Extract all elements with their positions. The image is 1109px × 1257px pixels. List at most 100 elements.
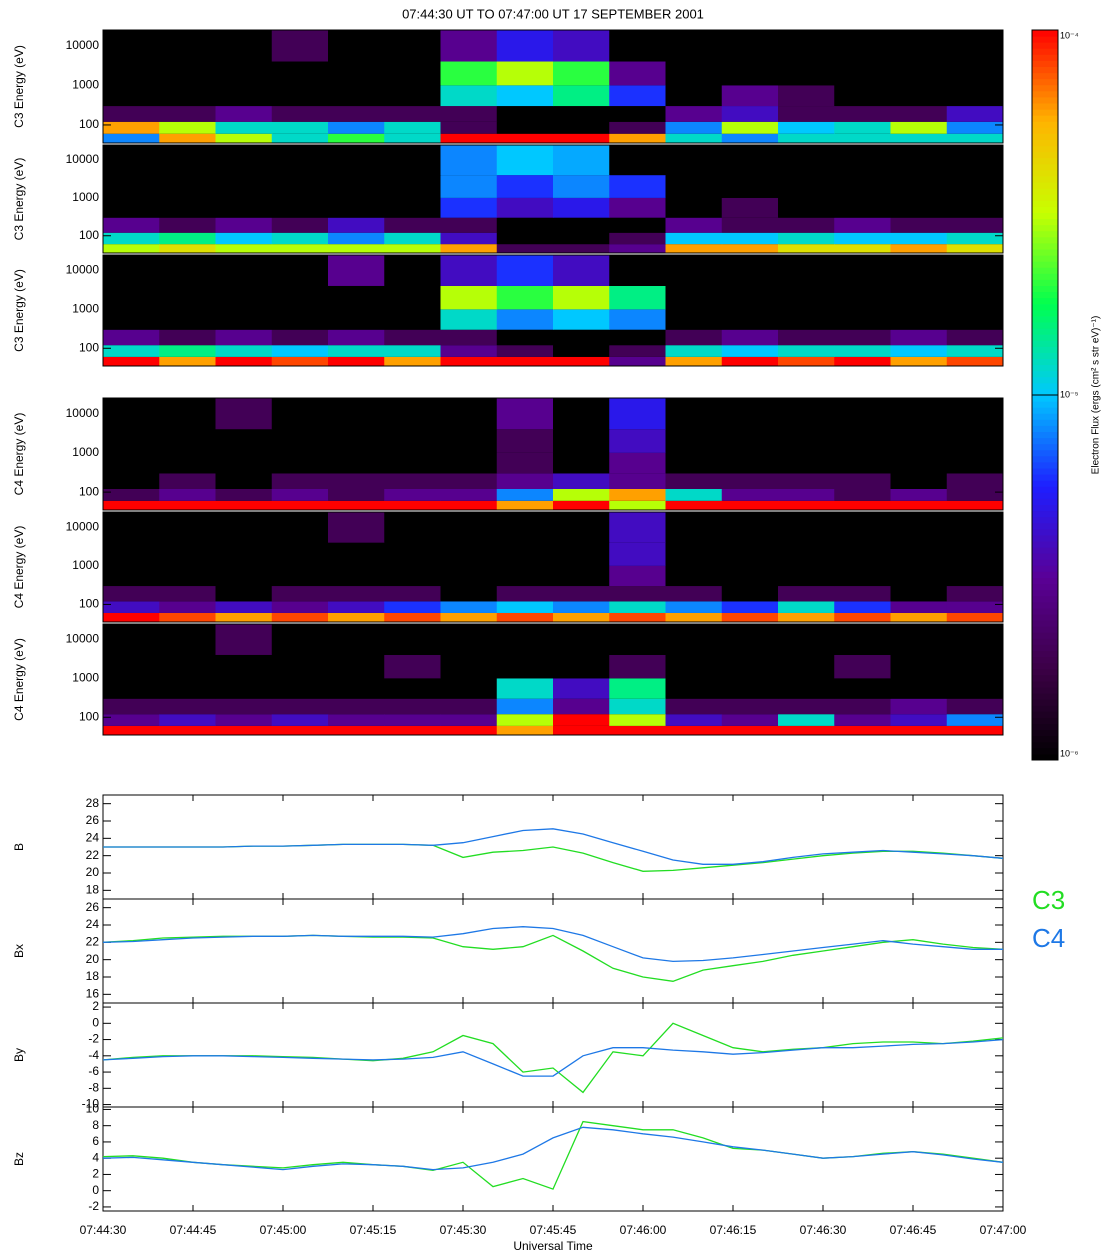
data-line	[103, 828, 1004, 865]
heatmap-cell	[440, 30, 498, 62]
colorbar-segment	[1032, 601, 1058, 609]
heatmap-cell	[890, 309, 948, 330]
heatmap-cell	[721, 678, 779, 699]
heatmap-cell	[834, 133, 891, 143]
heatmap-cell	[665, 586, 723, 602]
colorbar-segment	[1032, 559, 1058, 566]
heatmap-cell	[721, 61, 779, 86]
y-tick-label: 2	[92, 999, 99, 1013]
y-tick-label: -10	[82, 1097, 100, 1111]
heatmap-cell	[778, 601, 835, 613]
heatmap-cell	[609, 565, 666, 587]
heatmap-cell	[946, 61, 1004, 86]
heatmap-cell	[665, 309, 723, 330]
heatmap-cell	[553, 285, 610, 310]
heatmap-cell	[440, 488, 498, 501]
heatmap-cell	[834, 654, 891, 679]
heatmap-cell	[778, 698, 835, 715]
heatmap-cell	[834, 398, 891, 430]
colorbar-segment	[1032, 176, 1058, 183]
y-tick-label: 100	[79, 597, 99, 611]
heatmap-cell	[946, 612, 1004, 622]
heatmap-cell	[271, 217, 329, 233]
heatmap-cell	[440, 452, 498, 474]
heatmap-cell	[890, 500, 948, 510]
y-tick-label: 20	[86, 865, 100, 879]
heatmap-cell	[215, 714, 273, 726]
heatmap-cell	[496, 356, 554, 366]
y-tick-label: 24	[86, 917, 100, 931]
heatmap-cell	[271, 329, 329, 346]
heatmap-cell	[553, 601, 610, 613]
heatmap-cell	[215, 612, 273, 622]
x-tick-label: 07:46:45	[890, 1223, 937, 1237]
heatmap-cell	[215, 512, 273, 543]
heatmap-cell	[103, 542, 160, 566]
heatmap-cell	[440, 500, 498, 510]
heatmap-cell	[271, 565, 329, 587]
heatmap-cell	[159, 145, 216, 176]
colorbar-segment	[1032, 522, 1058, 530]
colorbar-segment	[1032, 66, 1058, 74]
heatmap-cell	[834, 345, 891, 357]
heatmap-cell	[384, 309, 441, 330]
heatmap-cell	[496, 285, 554, 310]
panel-frame	[102, 254, 1004, 367]
heatmap-cell	[384, 255, 441, 286]
heatmap-cell	[328, 488, 385, 501]
heatmap-cell	[440, 85, 498, 107]
x-tick-label: 07:45:30	[440, 1223, 487, 1237]
y-tick-label: -8	[88, 1080, 99, 1094]
x-tick-label: 07:46:15	[710, 1223, 757, 1237]
heatmap-cell	[665, 61, 723, 86]
y-tick-label: 10000	[66, 632, 100, 646]
heatmap-cell	[103, 61, 160, 86]
heatmap-cell	[609, 30, 666, 62]
heatmap-cell	[553, 542, 610, 566]
heatmap-cell	[384, 542, 441, 566]
heatmap-cell	[384, 85, 441, 107]
heatmap-cell	[778, 255, 835, 286]
heatmap-cell	[553, 106, 610, 122]
heatmap-cell	[834, 678, 891, 699]
colorbar-segment	[1032, 589, 1058, 597]
colorbar-segment	[1032, 72, 1058, 80]
x-tick-label: 07:47:00	[980, 1223, 1027, 1237]
heatmap-cell	[384, 217, 441, 233]
heatmap-cell	[440, 232, 498, 245]
heatmap-cell	[496, 586, 554, 602]
colorbar-segment	[1032, 315, 1058, 323]
colorbar-segment	[1032, 90, 1058, 98]
colorbar-segment	[1032, 376, 1058, 384]
heatmap-cell	[553, 244, 610, 253]
heatmap-cell	[834, 30, 891, 62]
heatmap-cell	[946, 586, 1004, 602]
heatmap-cell	[890, 30, 948, 62]
heatmap-cell	[328, 121, 385, 134]
heatmap-cell	[609, 244, 666, 253]
x-axis-label: Universal Time	[513, 1239, 593, 1253]
colorbar-segment	[1032, 322, 1058, 329]
colorbar-segment	[1032, 461, 1058, 469]
heatmap-cell	[665, 30, 723, 62]
heatmap-cell	[328, 356, 385, 366]
heatmap-cell	[103, 654, 160, 679]
colorbar-segment	[1032, 169, 1058, 177]
heatmap-cell	[271, 244, 329, 253]
heatmap-cell	[834, 429, 891, 453]
heatmap-cell	[946, 285, 1004, 310]
colorbar-segment	[1032, 224, 1058, 232]
heatmap-cell	[946, 197, 1004, 218]
colorbar-segment	[1032, 36, 1058, 43]
heatmap-cell	[440, 714, 498, 726]
colorbar-segment	[1032, 151, 1058, 159]
colorbar-segment	[1032, 84, 1058, 92]
y-tick-label: 22	[86, 935, 100, 949]
heatmap-cell	[553, 197, 610, 218]
heatmap-cell	[328, 133, 385, 143]
colorbar-segment	[1032, 747, 1058, 755]
x-tick-label: 07:46:00	[620, 1223, 667, 1237]
colorbar-segment	[1032, 340, 1058, 347]
heatmap-cell	[328, 197, 385, 218]
